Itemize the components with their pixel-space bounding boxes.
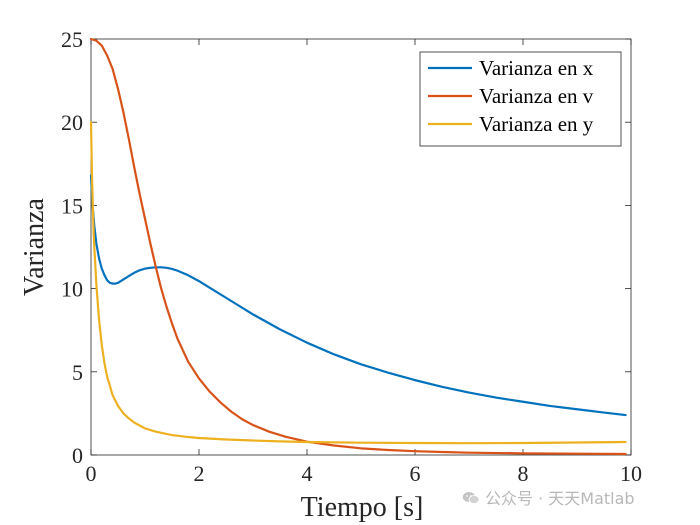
x-tick-label: 6 — [410, 461, 421, 486]
legend: Varianza en x Varianza en v Varianza en y — [419, 51, 622, 147]
y-axis-title: Varianza — [19, 197, 50, 296]
legend-label: Varianza en x — [479, 56, 594, 80]
x-axis-title: Tiempo [s] — [301, 492, 424, 523]
x-tick-label: 4 — [302, 461, 313, 486]
y-tick-label: 5 — [72, 360, 83, 385]
legend-label: Varianza en y — [479, 112, 594, 136]
y-tick-label: 0 — [72, 443, 83, 468]
x-tick-label: 2 — [194, 461, 205, 486]
series-line-3 — [89, 121, 627, 445]
wechat-icon — [462, 492, 480, 504]
x-tick-label: 0 — [86, 461, 97, 486]
watermark-text: 公众号 · 天天Matlab — [485, 489, 635, 508]
y-tick-label: 15 — [61, 193, 83, 218]
series-group — [89, 37, 627, 456]
y-tick-label: 25 — [61, 27, 83, 52]
series-line-1 — [89, 174, 627, 417]
legend-label: Varianza en v — [479, 84, 594, 108]
x-tick-label: 10 — [620, 461, 642, 486]
y-tick-label: 10 — [61, 277, 83, 302]
series-line-2 — [89, 37, 627, 456]
x-tick-label: 8 — [518, 461, 529, 486]
watermark: 公众号 · 天天Matlab — [462, 485, 635, 509]
tick-labels: 0 2 4 6 8 10 0 5 10 15 20 25 — [61, 27, 642, 486]
y-tick-label: 20 — [61, 110, 83, 135]
